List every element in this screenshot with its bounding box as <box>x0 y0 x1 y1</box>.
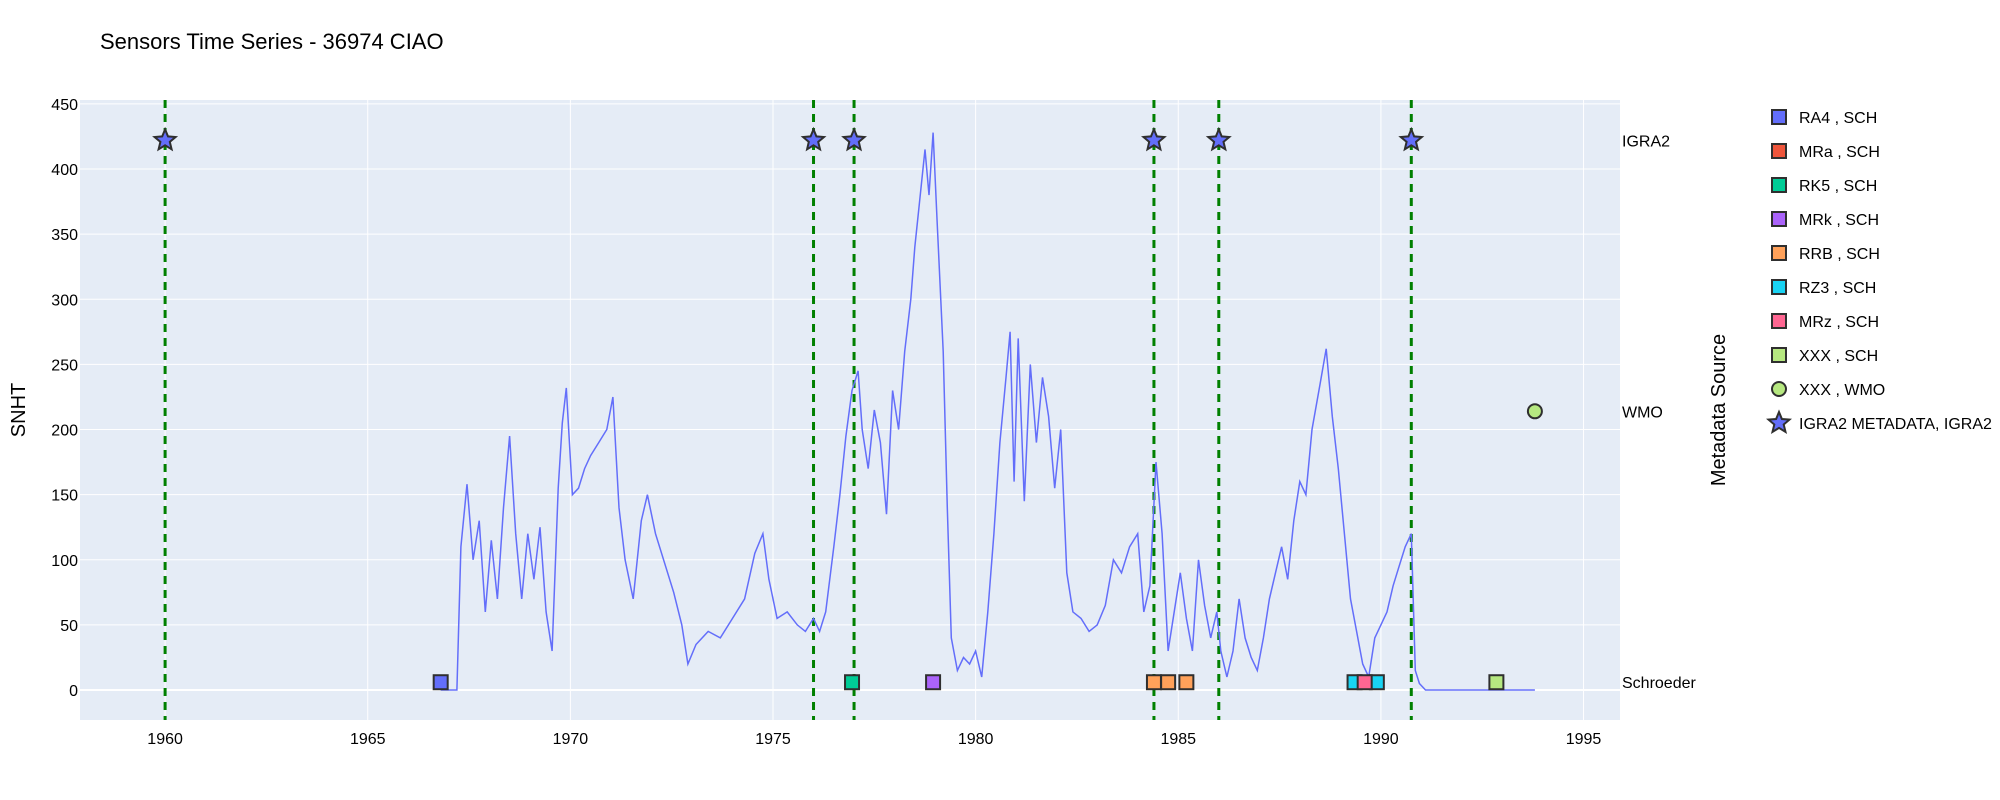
legend-label: RK5 , SCH <box>1799 178 1877 195</box>
x-tick-label: 1980 <box>958 731 994 748</box>
x-tick-label: 1970 <box>553 731 589 748</box>
legend-label: XXX , SCH <box>1799 348 1878 365</box>
legend-label: MRz , SCH <box>1799 314 1879 331</box>
source-level-label: IGRA2 <box>1622 133 1670 150</box>
y-tick-label: 300 <box>51 292 78 309</box>
marker-point <box>1145 674 1162 691</box>
y-axis-title: SNHT <box>8 383 30 437</box>
legend: RA4 , SCH MRa , SCH RK5 , SCH MRk , SCH RRB … <box>1765 109 1992 435</box>
marker-point <box>432 674 449 691</box>
marker-point <box>844 674 861 691</box>
legend-label: MRk , SCH <box>1799 212 1879 229</box>
marker-point <box>925 674 942 691</box>
vertical-lines <box>163 100 1413 720</box>
legend-symbol <box>1771 279 1787 295</box>
marker-point <box>1178 674 1195 691</box>
source-level-label: WMO <box>1622 404 1663 421</box>
y-tick-label: 0 <box>69 683 78 700</box>
legend-symbol <box>1771 313 1787 329</box>
secondary-axis-title: Metadata Source <box>1708 334 1730 486</box>
marker-point <box>1141 126 1167 152</box>
marker-point <box>841 126 867 152</box>
source-level-label: Schroeder <box>1622 675 1696 692</box>
y-axis-ticks: 0 50 100 150 200 250 300 350 400 450 <box>51 97 78 700</box>
legend-symbol <box>1771 347 1787 363</box>
legend-label: MRa , SCH <box>1799 144 1880 161</box>
markers <box>152 126 1543 691</box>
marker-point <box>1205 126 1232 152</box>
marker-point <box>1526 403 1543 420</box>
legend-label: RRB , SCH <box>1799 246 1880 263</box>
y-tick-label: 100 <box>51 553 78 570</box>
y-tick-label: 450 <box>51 97 78 114</box>
x-tick-label: 1960 <box>147 731 183 748</box>
x-tick-label: 1985 <box>1160 731 1196 748</box>
grid <box>80 100 1620 720</box>
x-tick-label: 1990 <box>1363 731 1399 748</box>
marker-point <box>152 126 179 152</box>
y-tick-label: 350 <box>51 227 78 244</box>
y-tick-label: 400 <box>51 162 78 179</box>
x-tick-label: 1975 <box>755 731 791 748</box>
legend-symbol <box>1771 381 1787 397</box>
y-tick-label: 50 <box>60 618 78 635</box>
x-axis-ticks: 1960 1965 1970 1975 1980 1985 1990 1995 <box>147 731 1601 748</box>
marker-point <box>1356 674 1373 691</box>
legend-symbol <box>1771 211 1787 227</box>
source-level-labels: IGRA2 WMO Schroeder <box>1622 133 1696 692</box>
x-tick-label: 1995 <box>1566 731 1602 748</box>
legend-symbol <box>1771 143 1787 159</box>
x-tick-label: 1965 <box>350 731 386 748</box>
marker-point <box>1160 674 1177 691</box>
legend-symbol <box>1765 409 1793 435</box>
marker-point <box>1488 674 1505 691</box>
legend-label: RZ3 , SCH <box>1799 280 1876 297</box>
y-tick-label: 200 <box>51 423 78 440</box>
y-tick-label: 250 <box>51 357 78 374</box>
legend-symbol <box>1771 177 1787 193</box>
marker-point <box>1398 126 1425 152</box>
legend-label: RA4 , SCH <box>1799 110 1877 127</box>
legend-symbol <box>1771 109 1787 125</box>
legend-symbol <box>1771 245 1787 261</box>
snht-line-layer <box>440 132 1535 691</box>
y-tick-label: 150 <box>51 488 78 505</box>
chart-title: Sensors Time Series - 36974 CIAO <box>100 29 444 54</box>
snht-line <box>440 132 1535 691</box>
legend-label: XXX , WMO <box>1799 382 1885 399</box>
legend-label: IGRA2 METADATA, IGRA2 <box>1799 416 1992 433</box>
marker-point <box>800 126 827 152</box>
